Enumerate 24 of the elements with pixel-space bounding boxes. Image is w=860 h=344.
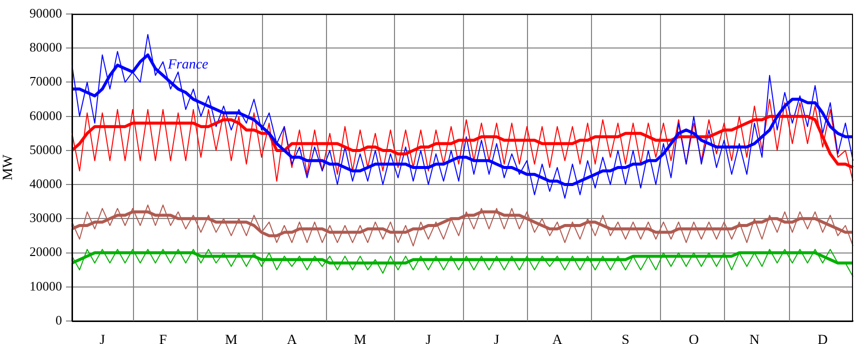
y-tick-label: 50000 [30, 142, 62, 157]
y-tick-label: 20000 [30, 244, 62, 260]
x-tick-label: J [426, 333, 432, 344]
x-tick-label: J [494, 333, 500, 344]
x-tick-label: O [688, 333, 699, 344]
x-tick-label: M [225, 333, 238, 344]
y-tick-label: 90000 [30, 5, 62, 20]
y-tick-label: 80000 [30, 40, 62, 55]
x-tick-label: D [818, 333, 828, 344]
x-tick-label: S [622, 333, 630, 344]
x-tick-label: F [159, 333, 168, 344]
y-tick-label: 70000 [30, 74, 62, 89]
y-tick-label: 60000 [30, 108, 62, 123]
x-tick-label: J [100, 333, 106, 344]
x-tick-label: N [749, 333, 760, 344]
x-tick-label: M [354, 333, 367, 344]
y-axis-title: MW [1, 154, 16, 180]
x-tick-label: A [552, 333, 564, 344]
y-tick-label: 0 [56, 312, 62, 328]
x-tick-label: A [286, 333, 298, 344]
series-label: France [166, 58, 208, 73]
y-tick-label: 40000 [30, 176, 62, 191]
y-tick-label: 30000 [30, 210, 62, 226]
y-tick-label: 10000 [30, 278, 62, 294]
